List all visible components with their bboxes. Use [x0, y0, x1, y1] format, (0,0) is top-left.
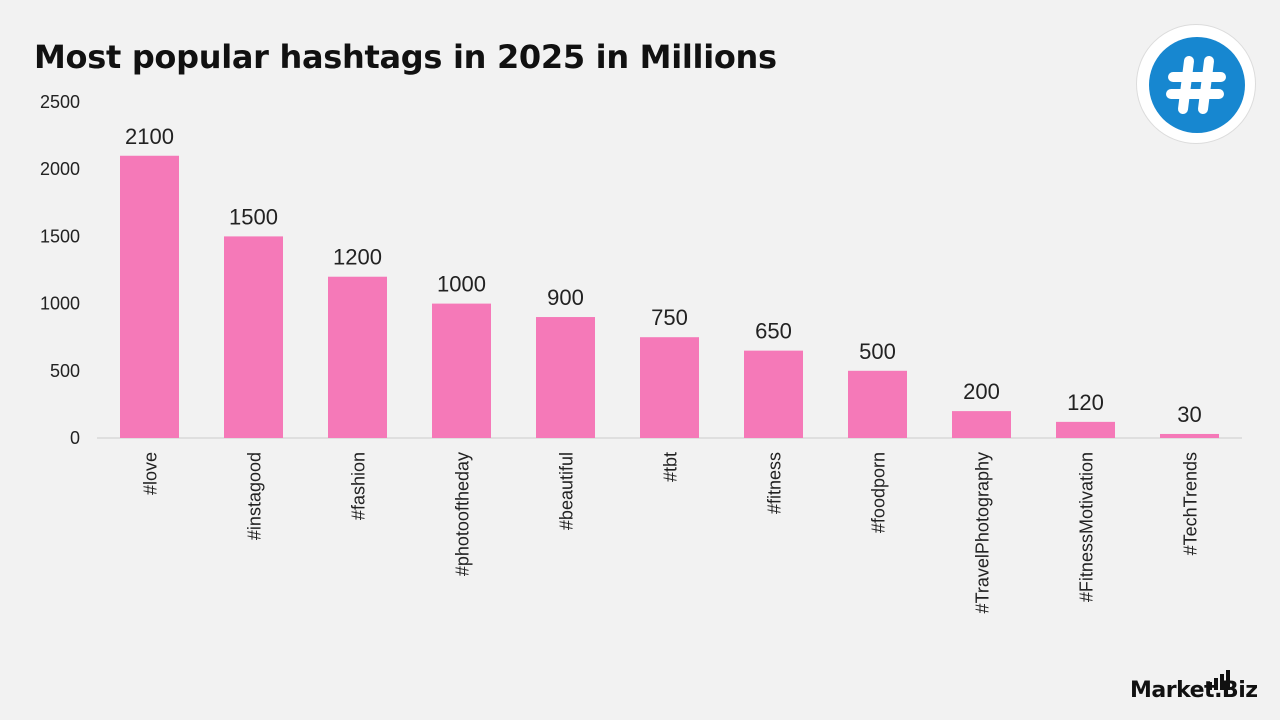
- brand-name: Market.Biz: [1130, 678, 1258, 703]
- y-tick-label: 500: [50, 361, 80, 381]
- bar: [328, 276, 387, 438]
- data-label: 2100: [125, 124, 174, 149]
- x-tick-label: #instagood: [245, 452, 265, 540]
- data-label: 750: [651, 305, 688, 330]
- x-tick-label: #FitnessMotivation: [1077, 452, 1097, 602]
- x-tick-label: #tbt: [661, 452, 681, 482]
- bars-icon: [1208, 670, 1230, 690]
- x-tick-label: #photooftheday: [453, 452, 473, 576]
- chart-title: Most popular hashtags in 2025 in Million…: [34, 38, 777, 76]
- data-label: 650: [755, 319, 792, 344]
- data-label: 30: [1177, 402, 1201, 427]
- x-tick-label: #beautiful: [557, 452, 577, 530]
- bar: [640, 337, 699, 438]
- x-tick-label: #fashion: [349, 452, 369, 520]
- y-tick-label: 2500: [40, 92, 80, 112]
- y-tick-label: 1500: [40, 226, 80, 246]
- data-label: 1500: [229, 204, 278, 229]
- data-label: 900: [547, 285, 584, 310]
- bar: [848, 370, 907, 438]
- bar: [224, 236, 283, 438]
- x-tick-label: #TechTrends: [1181, 452, 1201, 555]
- bar: [952, 411, 1011, 438]
- data-label: 1000: [437, 272, 486, 297]
- data-label: 500: [859, 339, 896, 364]
- bar: [1056, 421, 1115, 438]
- hashtag-badge: [1136, 24, 1256, 144]
- y-tick-label: 1000: [40, 294, 80, 314]
- bar: [120, 155, 179, 438]
- x-tick-label: #fitness: [765, 452, 785, 514]
- x-tick-label: #foodporn: [869, 452, 889, 533]
- data-label: 200: [963, 379, 1000, 404]
- bar: [1160, 433, 1219, 438]
- x-tick-label: #love: [141, 452, 161, 495]
- data-label: 1200: [333, 245, 382, 270]
- x-tick-label: #TravelPhotography: [973, 452, 993, 613]
- y-tick-label: 0: [70, 428, 80, 448]
- hashtag-icon: [1149, 37, 1245, 133]
- bar: [536, 317, 595, 438]
- bar: [744, 350, 803, 438]
- bar: [432, 303, 491, 438]
- brand-logo: Market.Biz: [1130, 670, 1260, 710]
- data-label: 120: [1067, 390, 1104, 415]
- y-tick-label: 2000: [40, 159, 80, 179]
